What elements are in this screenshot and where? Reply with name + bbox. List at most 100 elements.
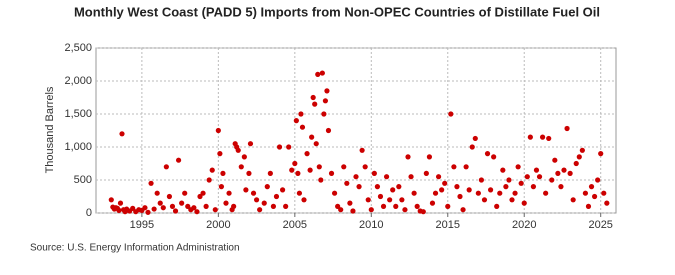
- data-point: [325, 127, 332, 134]
- data-point: [393, 203, 399, 209]
- data-point: [310, 94, 316, 101]
- data-point: [108, 197, 114, 203]
- data-point: [169, 203, 176, 209]
- data-point: [457, 193, 463, 200]
- data-point: [601, 190, 607, 196]
- data-point: [299, 124, 306, 130]
- data-point: [362, 164, 368, 170]
- data-point: [448, 111, 454, 117]
- data-point: [390, 187, 396, 193]
- data-point: [487, 187, 494, 193]
- data-point: [368, 207, 374, 213]
- data-point: [512, 190, 518, 196]
- data-point: [331, 190, 338, 196]
- data-point: [344, 180, 350, 186]
- data-point: [359, 147, 365, 153]
- data-point: [172, 208, 179, 214]
- data-point: [463, 164, 469, 170]
- data-point: [576, 154, 582, 160]
- data-point: [604, 200, 610, 206]
- data-point: [191, 205, 197, 211]
- data-point: [371, 170, 377, 176]
- data-point: [396, 184, 402, 190]
- data-point: [324, 88, 330, 94]
- y-tick-label: 1,000: [64, 141, 92, 153]
- data-point: [218, 184, 225, 190]
- data-point: [185, 203, 191, 209]
- data-point: [253, 197, 260, 203]
- data-point: [142, 205, 148, 211]
- data-point: [356, 184, 362, 190]
- data-point: [163, 164, 169, 170]
- data-point: [524, 174, 530, 180]
- data-point: [307, 167, 313, 173]
- data-point: [579, 147, 585, 153]
- data-point: [241, 154, 247, 160]
- data-point: [296, 190, 303, 196]
- data-point: [536, 174, 543, 180]
- data-point: [598, 151, 604, 157]
- plot-frame: [95, 47, 617, 214]
- data-point: [451, 164, 457, 170]
- data-point: [439, 187, 445, 193]
- data-point: [321, 111, 327, 117]
- data-point: [558, 184, 564, 190]
- data-point: [283, 203, 289, 209]
- data-point: [200, 190, 206, 196]
- x-tick-label: 2010: [359, 219, 383, 231]
- data-point: [257, 207, 263, 213]
- data-point: [328, 170, 335, 176]
- data-point: [350, 208, 356, 214]
- data-point: [212, 207, 218, 213]
- data-point: [365, 197, 371, 203]
- data-point: [293, 118, 299, 124]
- data-point: [414, 203, 420, 209]
- data-point: [215, 127, 221, 134]
- data-point: [270, 203, 277, 209]
- data-point: [518, 180, 524, 186]
- data-point: [206, 177, 212, 183]
- data-point: [235, 147, 241, 153]
- data-point: [319, 70, 325, 76]
- y-tick-label: 2,500: [64, 42, 92, 54]
- data-point: [543, 190, 549, 196]
- data-point: [175, 157, 182, 163]
- data-point: [567, 170, 573, 176]
- y-tick-label: 2,000: [64, 75, 92, 87]
- data-point: [117, 200, 124, 206]
- data-point: [530, 184, 537, 190]
- data-point: [573, 160, 579, 167]
- data-point: [570, 197, 576, 203]
- data-point: [286, 144, 292, 150]
- data-point: [209, 167, 215, 173]
- data-point: [247, 141, 254, 147]
- data-point: [160, 205, 166, 211]
- data-point: [561, 167, 567, 173]
- data-point: [166, 193, 173, 200]
- data-point: [341, 164, 347, 170]
- data-point: [399, 197, 405, 203]
- data-point: [264, 184, 270, 190]
- data-point: [203, 203, 209, 209]
- data-point: [154, 190, 160, 196]
- data-point: [243, 187, 249, 193]
- data-point: [130, 205, 136, 211]
- data-point: [304, 151, 310, 157]
- data-point: [292, 160, 298, 167]
- data-point: [116, 207, 122, 213]
- data-point: [217, 151, 223, 157]
- data-point: [194, 209, 200, 215]
- data-point: [301, 197, 307, 203]
- data-point: [429, 200, 436, 206]
- data-point: [279, 187, 286, 193]
- data-point: [322, 98, 329, 104]
- data-point: [411, 190, 417, 196]
- data-point: [552, 157, 558, 163]
- data-point: [515, 164, 521, 170]
- data-point: [383, 174, 390, 180]
- data-point: [591, 193, 598, 200]
- data-point: [546, 135, 552, 142]
- data-point: [497, 190, 503, 196]
- data-point: [408, 174, 414, 180]
- data-point: [460, 207, 466, 213]
